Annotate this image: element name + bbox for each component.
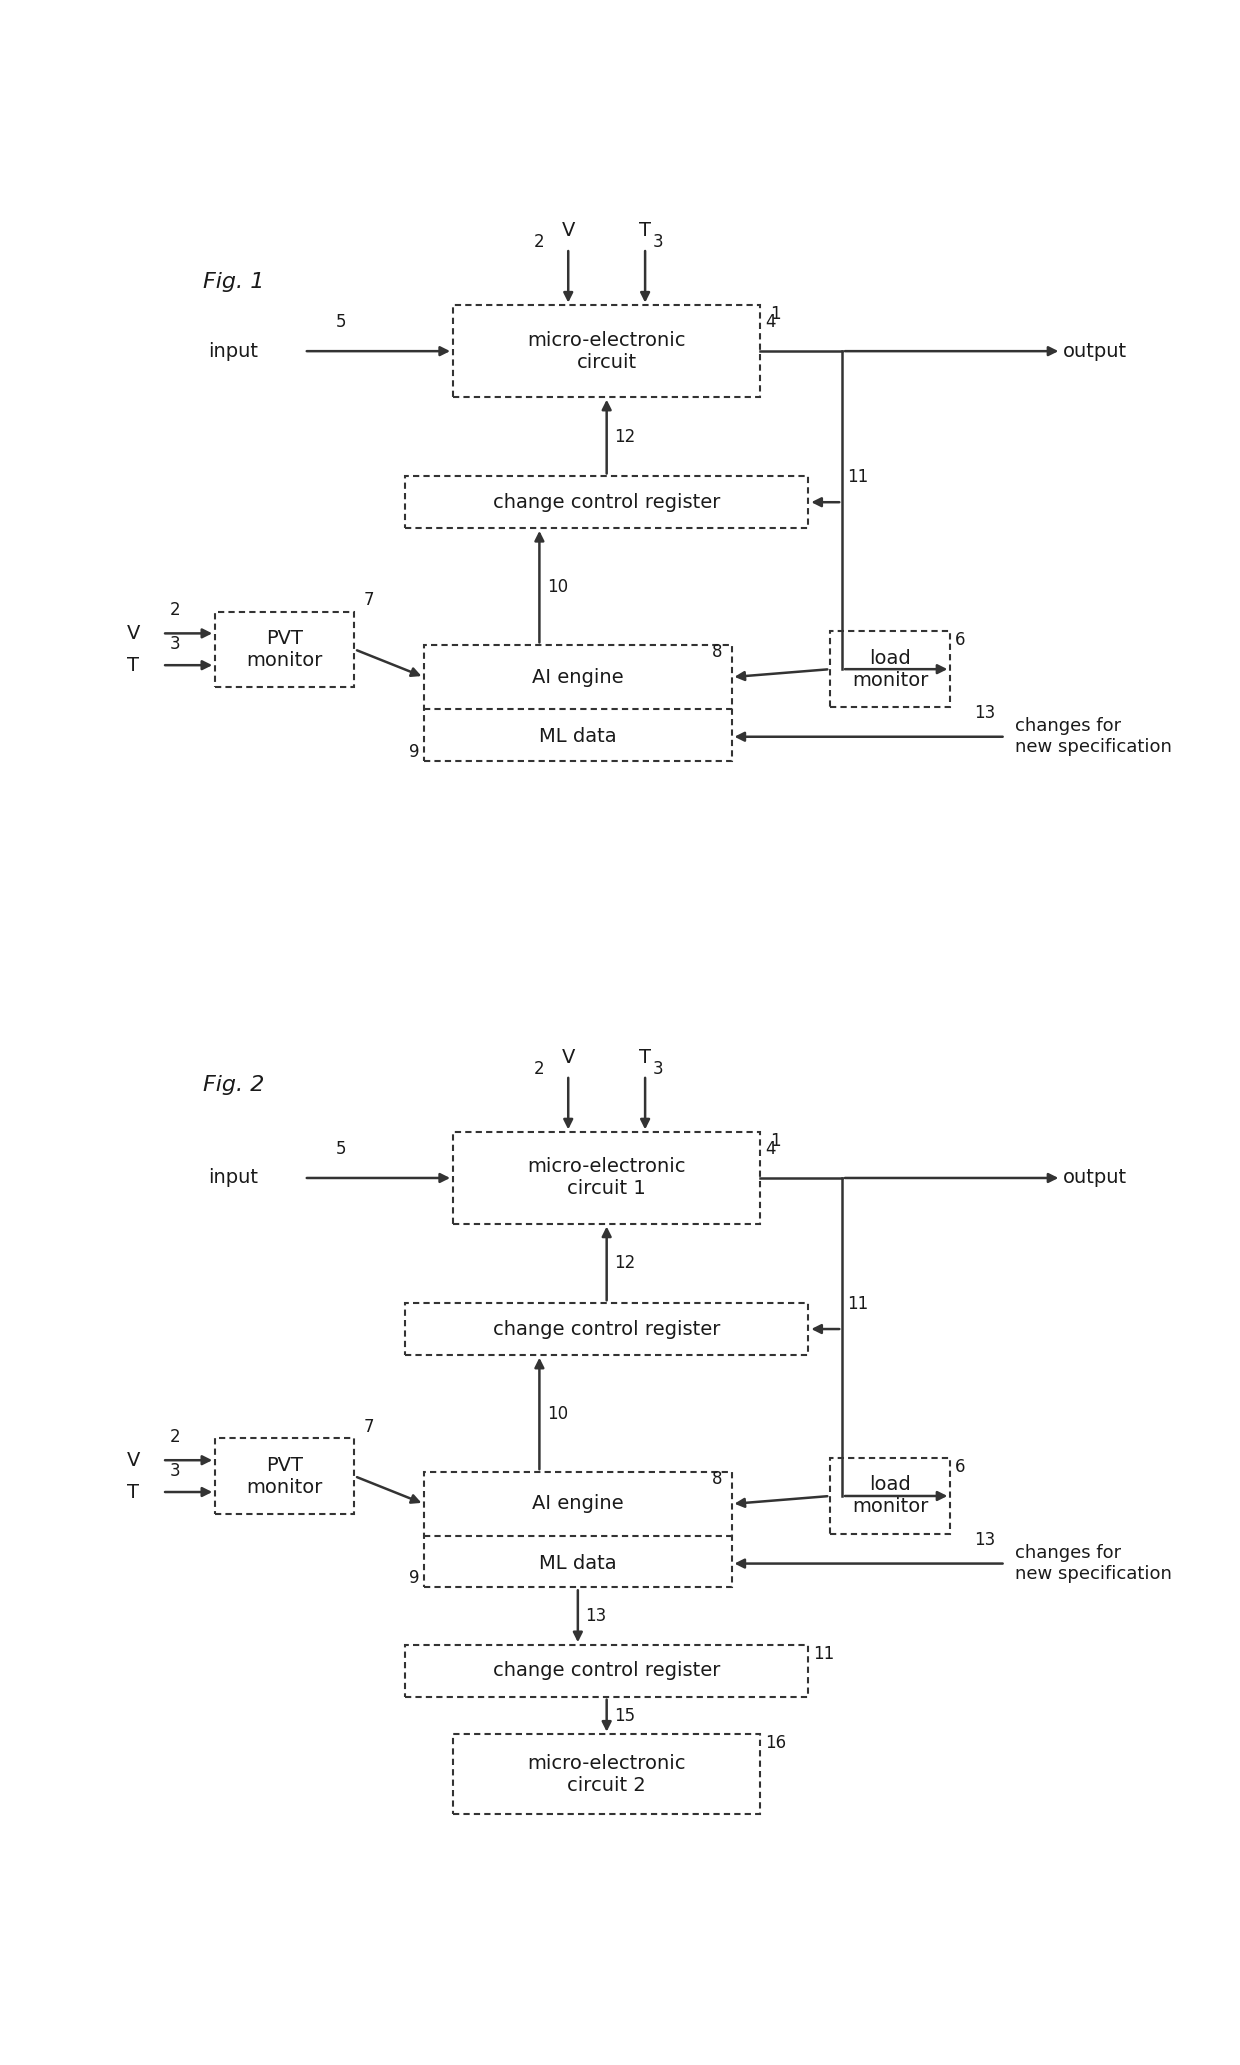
Text: 16: 16: [765, 1735, 786, 1753]
Text: V: V: [562, 1049, 575, 1068]
Bar: [404, 1646, 808, 1697]
Text: T: T: [128, 1483, 139, 1501]
Text: 6: 6: [955, 1458, 966, 1476]
Text: 3: 3: [652, 233, 663, 252]
Text: 7: 7: [365, 1419, 374, 1435]
Text: 4: 4: [765, 314, 776, 330]
Text: change control register: change control register: [494, 1320, 720, 1338]
Text: 1: 1: [770, 1132, 781, 1150]
Bar: [830, 632, 950, 706]
Text: T: T: [639, 221, 651, 240]
Bar: [404, 1303, 808, 1355]
Bar: [215, 611, 355, 688]
Text: 11: 11: [847, 469, 868, 485]
Text: Fig. 1: Fig. 1: [203, 273, 264, 291]
Text: micro-electronic
circuit 2: micro-electronic circuit 2: [527, 1753, 686, 1794]
Bar: [453, 1132, 760, 1225]
Bar: [424, 644, 732, 760]
Text: 2: 2: [533, 1059, 544, 1078]
Text: ML data: ML data: [539, 727, 616, 745]
Text: changes for
new specification: changes for new specification: [1016, 717, 1172, 756]
Text: 9: 9: [409, 1569, 419, 1588]
Text: 7: 7: [365, 591, 374, 609]
Text: 3: 3: [170, 1462, 181, 1481]
Text: 10: 10: [547, 578, 568, 595]
Text: 5: 5: [336, 314, 346, 330]
Text: 2: 2: [170, 601, 181, 620]
Text: 3: 3: [170, 636, 181, 653]
Text: ML data: ML data: [539, 1555, 616, 1574]
Bar: [424, 1472, 732, 1588]
Text: V: V: [126, 1452, 140, 1470]
Text: 1: 1: [770, 306, 781, 324]
Text: changes for
new specification: changes for new specification: [1016, 1545, 1172, 1584]
Text: 2: 2: [533, 233, 544, 252]
Text: change control register: change control register: [494, 1662, 720, 1681]
Text: micro-electronic
circuit 1: micro-electronic circuit 1: [527, 1158, 686, 1198]
Text: AI engine: AI engine: [532, 667, 624, 688]
Text: 13: 13: [975, 704, 996, 723]
Text: 13: 13: [975, 1532, 996, 1549]
Text: PVT
monitor: PVT monitor: [247, 1456, 322, 1497]
Text: T: T: [128, 657, 139, 675]
Text: Fig. 2: Fig. 2: [203, 1074, 264, 1094]
Text: output: output: [1063, 341, 1127, 361]
Text: input: input: [208, 341, 258, 361]
Text: change control register: change control register: [494, 494, 720, 512]
Text: 13: 13: [585, 1607, 606, 1625]
Text: 3: 3: [652, 1059, 663, 1078]
Text: load
monitor: load monitor: [852, 648, 929, 690]
Text: 2: 2: [170, 1427, 181, 1446]
Text: 6: 6: [955, 632, 966, 648]
Bar: [215, 1439, 355, 1514]
Bar: [404, 477, 808, 529]
Text: 9: 9: [409, 743, 419, 760]
Text: 12: 12: [614, 1253, 636, 1272]
Text: load
monitor: load monitor: [852, 1476, 929, 1516]
Text: V: V: [562, 221, 575, 240]
Text: V: V: [126, 624, 140, 642]
Text: 11: 11: [813, 1646, 835, 1662]
Bar: [453, 1735, 760, 1813]
Text: 11: 11: [847, 1295, 868, 1313]
Text: T: T: [639, 1049, 651, 1068]
Text: 8: 8: [712, 642, 722, 661]
Bar: [830, 1458, 950, 1534]
Text: input: input: [208, 1169, 258, 1187]
Text: 12: 12: [614, 427, 636, 446]
Text: 8: 8: [712, 1470, 722, 1489]
Text: AI engine: AI engine: [532, 1495, 624, 1514]
Text: 4: 4: [765, 1140, 776, 1158]
Text: 10: 10: [547, 1404, 568, 1423]
Text: 5: 5: [336, 1140, 346, 1158]
Bar: [453, 306, 760, 396]
Text: PVT
monitor: PVT monitor: [247, 628, 322, 669]
Text: 15: 15: [614, 1706, 635, 1724]
Text: output: output: [1063, 1169, 1127, 1187]
Text: micro-electronic
circuit: micro-electronic circuit: [527, 330, 686, 372]
